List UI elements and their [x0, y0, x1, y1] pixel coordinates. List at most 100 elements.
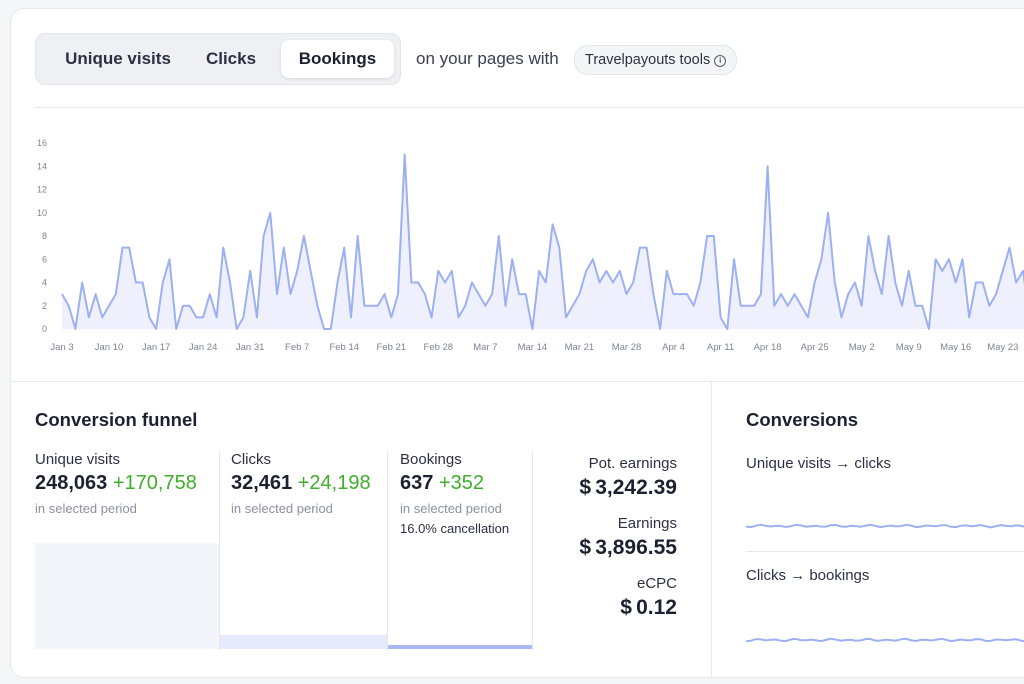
data-point[interactable]: [488, 290, 496, 298]
data-point[interactable]: [334, 279, 342, 287]
data-point[interactable]: [831, 279, 839, 287]
data-point[interactable]: [696, 279, 704, 287]
data-point[interactable]: [58, 290, 66, 298]
data-point[interactable]: [246, 267, 254, 275]
data-point[interactable]: [952, 279, 960, 287]
data-point[interactable]: [945, 255, 953, 263]
data-point[interactable]: [549, 220, 557, 228]
data-point[interactable]: [784, 302, 792, 310]
data-point[interactable]: [555, 244, 563, 252]
data-point[interactable]: [938, 267, 946, 275]
data-point[interactable]: [461, 302, 469, 310]
data-point[interactable]: [508, 255, 516, 263]
data-point[interactable]: [1006, 244, 1014, 252]
data-point[interactable]: [455, 313, 463, 321]
data-point[interactable]: [293, 267, 301, 275]
data-point[interactable]: [253, 313, 261, 321]
data-point[interactable]: [327, 325, 335, 333]
data-point[interactable]: [864, 232, 872, 240]
data-point[interactable]: [918, 302, 926, 310]
data-point[interactable]: [710, 232, 718, 240]
data-point[interactable]: [999, 267, 1007, 275]
data-point[interactable]: [71, 325, 79, 333]
data-point[interactable]: [643, 244, 651, 252]
data-point[interactable]: [871, 267, 879, 275]
data-point[interactable]: [979, 279, 987, 287]
data-point[interactable]: [145, 313, 153, 321]
data-point[interactable]: [125, 244, 133, 252]
data-point[interactable]: [730, 255, 738, 263]
data-point[interactable]: [495, 232, 503, 240]
data-point[interactable]: [623, 290, 631, 298]
data-point[interactable]: [448, 267, 456, 275]
data-point[interactable]: [394, 290, 402, 298]
data-point[interactable]: [374, 302, 382, 310]
data-point[interactable]: [878, 290, 886, 298]
data-point[interactable]: [925, 325, 933, 333]
data-point[interactable]: [690, 302, 698, 310]
data-point[interactable]: [885, 232, 893, 240]
data-point[interactable]: [764, 162, 772, 170]
data-point[interactable]: [683, 290, 691, 298]
data-point[interactable]: [407, 279, 415, 287]
tab-bookings[interactable]: Bookings: [281, 40, 394, 78]
tab-unique-visits[interactable]: Unique visits: [65, 49, 171, 68]
data-point[interactable]: [441, 279, 449, 287]
data-point[interactable]: [172, 325, 180, 333]
data-point[interactable]: [528, 325, 536, 333]
data-point[interactable]: [502, 302, 510, 310]
data-point[interactable]: [428, 313, 436, 321]
data-point[interactable]: [239, 313, 247, 321]
data-point[interactable]: [280, 244, 288, 252]
data-point[interactable]: [421, 290, 429, 298]
data-point[interactable]: [206, 290, 214, 298]
tools-filter-pill[interactable]: Travelpayouts tools i: [574, 45, 738, 75]
data-point[interactable]: [468, 279, 476, 287]
data-point[interactable]: [387, 313, 395, 321]
data-point[interactable]: [434, 267, 442, 275]
data-point[interactable]: [791, 290, 799, 298]
data-point[interactable]: [159, 279, 167, 287]
data-point[interactable]: [219, 244, 227, 252]
data-point[interactable]: [959, 255, 967, 263]
data-point[interactable]: [542, 279, 550, 287]
data-point[interactable]: [354, 232, 362, 240]
data-point[interactable]: [166, 255, 174, 263]
data-point[interactable]: [596, 279, 604, 287]
data-point[interactable]: [139, 279, 147, 287]
data-point[interactable]: [932, 255, 940, 263]
data-point[interactable]: [723, 325, 731, 333]
data-point[interactable]: [1012, 279, 1020, 287]
data-point[interactable]: [965, 313, 973, 321]
data-point[interactable]: [1019, 267, 1024, 275]
data-point[interactable]: [186, 302, 194, 310]
data-point[interactable]: [602, 267, 610, 275]
data-point[interactable]: [92, 290, 100, 298]
data-point[interactable]: [562, 313, 570, 321]
data-point[interactable]: [663, 267, 671, 275]
data-point[interactable]: [340, 244, 348, 252]
data-point[interactable]: [656, 325, 664, 333]
data-point[interactable]: [287, 290, 295, 298]
data-point[interactable]: [609, 279, 617, 287]
data-point[interactable]: [858, 302, 866, 310]
data-point[interactable]: [838, 313, 846, 321]
data-point[interactable]: [750, 302, 758, 310]
data-point[interactable]: [313, 302, 321, 310]
data-point[interactable]: [629, 279, 637, 287]
data-point[interactable]: [575, 290, 583, 298]
data-point[interactable]: [992, 290, 1000, 298]
data-point[interactable]: [898, 302, 906, 310]
data-point[interactable]: [824, 209, 832, 217]
data-point[interactable]: [213, 313, 221, 321]
data-point[interactable]: [569, 302, 577, 310]
info-icon[interactable]: i: [714, 55, 727, 67]
tab-clicks[interactable]: Clicks: [205, 49, 257, 68]
data-point[interactable]: [616, 267, 624, 275]
data-point[interactable]: [589, 255, 597, 263]
data-point[interactable]: [401, 151, 409, 159]
data-point[interactable]: [777, 290, 785, 298]
data-point[interactable]: [105, 302, 113, 310]
data-point[interactable]: [804, 313, 812, 321]
data-point[interactable]: [535, 267, 543, 275]
